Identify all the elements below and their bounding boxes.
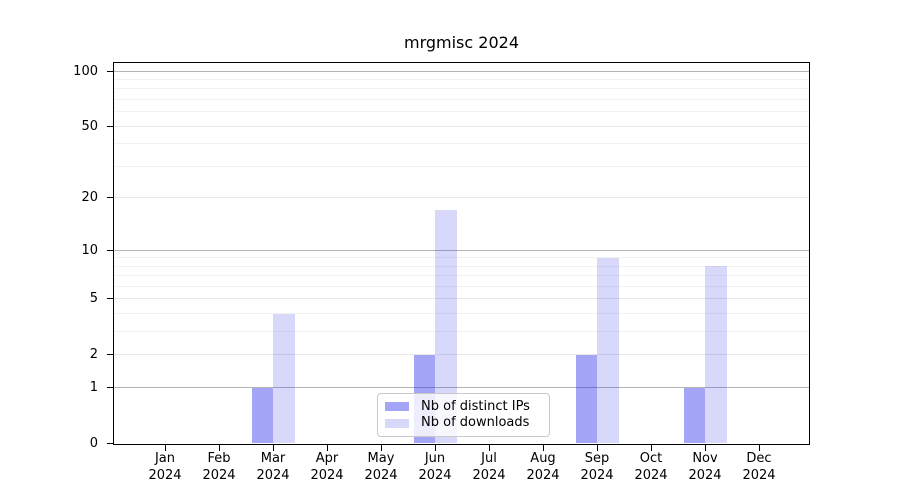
bar-downloads (435, 210, 457, 444)
y-gridline (114, 165, 809, 167)
y-gridline (114, 99, 809, 101)
x-tick-label: Jan 2024 (148, 451, 182, 483)
bar-downloads (597, 257, 619, 444)
y-axis-tick (107, 354, 113, 356)
y-gridline (114, 265, 809, 267)
x-axis-tick (488, 445, 490, 451)
y-axis-tick (107, 387, 113, 389)
y-gridline (114, 313, 809, 315)
bar-downloads (705, 266, 727, 444)
x-axis-tick (758, 445, 760, 451)
y-gridline (114, 285, 809, 287)
y-axis-tick (107, 125, 113, 127)
y-gridline (114, 125, 809, 127)
x-tick-label: Aug 2024 (526, 451, 560, 483)
y-axis-tick (107, 298, 113, 300)
x-axis-tick (272, 445, 274, 451)
bar-distinct-ips (251, 387, 273, 444)
y-tick-label: 2 (89, 347, 98, 363)
y-gridline (114, 387, 809, 389)
x-tick-label: Jun 2024 (418, 451, 452, 483)
x-axis-tick (380, 445, 382, 451)
x-axis-tick (650, 445, 652, 451)
downloads-swatch-icon (385, 418, 409, 428)
x-tick-label: Dec 2024 (742, 451, 776, 483)
y-axis-tick (107, 443, 113, 444)
legend-item-distinct-ips: Nb of distinct IPs (385, 398, 542, 414)
y-tick-label: 50 (81, 118, 98, 134)
y-axis-tick (107, 249, 113, 251)
y-gridline (114, 79, 809, 80)
x-tick-label: Oct 2024 (634, 451, 668, 483)
x-tick-label: Jul 2024 (472, 451, 506, 483)
legend-label-distinct-ips: Nb of distinct IPs (421, 398, 530, 414)
x-tick-label: Sep 2024 (580, 451, 614, 483)
x-axis-tick (542, 445, 544, 451)
legend: Nb of distinct IPs Nb of downloads (377, 393, 550, 437)
y-gridline (114, 111, 809, 113)
bar-distinct-ips (683, 387, 705, 444)
x-axis-tick (218, 445, 220, 451)
x-axis-tick (164, 445, 166, 451)
x-tick-label: Nov 2024 (688, 451, 722, 483)
y-tick-label: 5 (89, 291, 98, 307)
y-tick-label: 1 (89, 380, 98, 396)
y-gridline (114, 257, 809, 259)
x-tick-label: Mar 2024 (256, 451, 290, 483)
y-axis-tick (107, 197, 113, 199)
x-axis-tick (326, 445, 328, 451)
chart-title: mrgmisc 2024 (403, 33, 519, 52)
bar-downloads (273, 313, 295, 444)
y-gridline (114, 298, 809, 300)
y-gridline (114, 197, 809, 199)
y-gridline (114, 354, 809, 356)
bar-distinct-ips (575, 354, 597, 444)
y-tick-label: 10 (81, 242, 98, 258)
y-gridline (114, 275, 809, 277)
y-tick-label: 0 (89, 436, 98, 451)
y-tick-label: 20 (81, 190, 98, 206)
y-axis-tick (107, 70, 113, 72)
distinct-ips-swatch-icon (385, 402, 409, 412)
y-gridline (114, 143, 809, 145)
plot-area (113, 62, 810, 445)
legend-item-downloads: Nb of downloads (385, 416, 542, 430)
x-tick-label: Feb 2024 (202, 451, 236, 483)
legend-label-downloads: Nb of downloads (421, 415, 530, 431)
x-axis-tick (596, 445, 598, 451)
x-axis-tick (434, 445, 436, 451)
x-axis-tick (704, 445, 706, 451)
y-tick-label: 100 (73, 63, 98, 79)
x-tick-label: Apr 2024 (310, 451, 344, 483)
y-gridline (114, 249, 809, 251)
y-gridline (114, 88, 809, 90)
y-gridline (114, 70, 809, 72)
y-gridline (114, 331, 809, 333)
x-tick-label: May 2024 (364, 451, 398, 483)
